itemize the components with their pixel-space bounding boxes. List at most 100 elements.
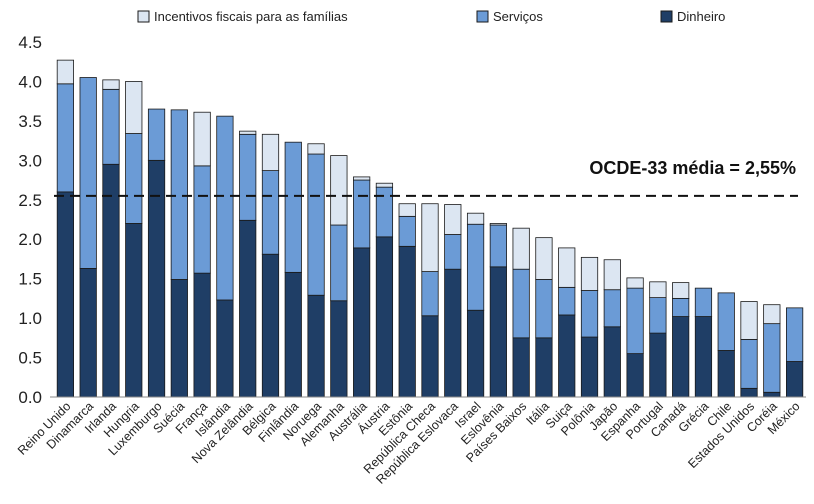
y-tick-label: 0.0 [18, 388, 42, 407]
y-tick-label: 1.0 [18, 309, 42, 328]
bar-segment-incentivos [489, 223, 507, 226]
bar-segment-incentivos [444, 204, 462, 235]
bar-segment-servicos [170, 109, 188, 280]
bar-segment-servicos [535, 279, 553, 339]
bar-segment-servicos [672, 297, 690, 317]
bar-segment-dinheiro [353, 247, 371, 398]
bar-segment-incentivos [512, 227, 530, 270]
legend-swatch [137, 10, 150, 23]
bar-segment-dinheiro [216, 299, 234, 398]
legend-swatch [476, 10, 489, 23]
bar-segment-servicos [125, 133, 143, 224]
bar-segment-servicos [421, 271, 439, 317]
y-tick-label: 0.5 [18, 349, 42, 368]
bar-segment-servicos [444, 234, 462, 270]
bar-segment-incentivos [330, 155, 348, 226]
bar-segment-servicos [717, 292, 735, 351]
y-tick-label: 3.5 [18, 112, 42, 131]
y-tick-label: 2.0 [18, 230, 42, 249]
bar-segment-servicos [193, 165, 211, 274]
bar-segment-incentivos [102, 79, 120, 90]
bar-segment-servicos [763, 323, 781, 393]
bar-segment-dinheiro [330, 300, 348, 398]
bar-segment-servicos [147, 108, 166, 161]
bar-segment-dinheiro [466, 309, 485, 398]
bar-segment-servicos [239, 133, 257, 221]
bars [56, 59, 804, 398]
y-tick-label: 1.5 [18, 270, 42, 289]
bar-segment-dinheiro [763, 391, 781, 398]
bar-segment-dinheiro [193, 272, 211, 398]
bar-segment-servicos [284, 141, 302, 273]
bar-segment-dinheiro [261, 253, 280, 398]
bar-segment-incentivos [125, 81, 143, 134]
bar-segment-incentivos [603, 259, 621, 291]
bar-segment-dinheiro [239, 219, 257, 398]
bar-segment-dinheiro [125, 223, 143, 398]
bar-segment-incentivos [649, 281, 667, 299]
bar-segment-servicos [102, 88, 120, 165]
bar-segment-incentivos [421, 203, 439, 272]
bar-segment-servicos [603, 289, 621, 328]
bar-segment-servicos [398, 215, 416, 247]
bar-segment-incentivos [626, 277, 644, 289]
bar-segment-incentivos [466, 212, 485, 225]
bar-segment-incentivos [239, 130, 257, 135]
bar-segment-incentivos [558, 247, 576, 288]
bar-segment-servicos [216, 115, 234, 301]
bar-segment-dinheiro [489, 266, 507, 398]
bar-segment-servicos [512, 268, 530, 339]
bar-segment-dinheiro [421, 315, 439, 398]
bar-segment-servicos [353, 179, 371, 249]
bar-segment-dinheiro [649, 332, 667, 398]
bar-segment-dinheiro [740, 387, 758, 398]
bar-segment-dinheiro [558, 314, 576, 398]
legend-label: Serviços [493, 9, 543, 24]
bar-segment-incentivos [580, 256, 599, 291]
y-tick-label: 3.0 [18, 151, 42, 170]
legend-label: Incentivos fiscais para as famílias [154, 9, 348, 24]
bar-segment-dinheiro [79, 268, 97, 398]
x-axis: Reino UnidoDinamarcaIrlandaHungriaLuxemb… [15, 396, 806, 487]
bar-segment-dinheiro [603, 326, 621, 398]
average-label: OCDE-33 média = 2,55% [589, 158, 796, 178]
bar-segment-incentivos [375, 182, 394, 188]
bar-segment-servicos [580, 290, 599, 338]
bar-segment-dinheiro [284, 271, 302, 398]
bar-segment-servicos [466, 223, 485, 311]
bar-segment-servicos [558, 286, 576, 316]
bar-segment-dinheiro [375, 236, 394, 398]
bar-segment-dinheiro [786, 361, 804, 398]
bar-segment-incentivos [535, 237, 553, 280]
bar-segment-dinheiro [398, 245, 416, 398]
bar-segment-servicos [694, 287, 713, 317]
y-tick-label: 2.5 [18, 191, 42, 210]
bar-segment-dinheiro [626, 353, 644, 398]
bar-segment-dinheiro [170, 279, 188, 398]
bar-segment-incentivos [307, 143, 325, 155]
bar-segment-dinheiro [580, 336, 599, 398]
bar-segment-dinheiro [672, 316, 690, 398]
bar-segment-dinheiro [444, 268, 462, 398]
legend-swatch [660, 10, 673, 23]
bar-segment-incentivos [56, 59, 74, 85]
bar-segment-dinheiro [535, 337, 553, 398]
bar-segment-dinheiro [56, 191, 74, 398]
bar-segment-incentivos [353, 176, 371, 181]
y-tick-label: 4.0 [18, 72, 42, 91]
bar-segment-incentivos [261, 133, 280, 171]
bar-segment-servicos [740, 339, 758, 389]
bar-segment-servicos [375, 186, 394, 238]
bar-segment-servicos [56, 83, 74, 193]
y-tick-label: 4.5 [18, 33, 42, 52]
bar-segment-servicos [307, 153, 325, 296]
reference-line: OCDE-33 média = 2,55% [54, 158, 798, 197]
bar-segment-servicos [261, 170, 280, 255]
bar-segment-servicos [330, 224, 348, 302]
bar-segment-servicos [626, 287, 644, 355]
legend-label: Dinheiro [677, 9, 725, 24]
bar-segment-dinheiro [717, 350, 735, 398]
y-axis: 0.0 0.5 1.0 1.5 2.0 2.5 3.0 3.5 4.0 4.5 [18, 33, 42, 407]
bar-segment-dinheiro [512, 337, 530, 398]
